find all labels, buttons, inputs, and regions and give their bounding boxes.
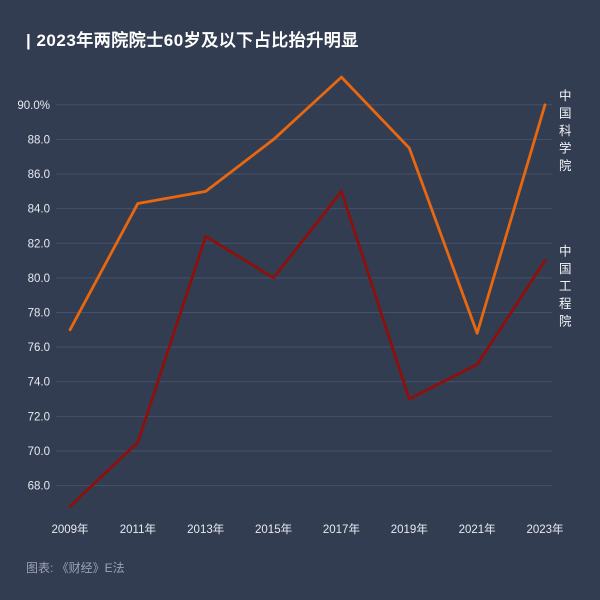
y-tick-label: 82.0 bbox=[28, 238, 50, 250]
series-line bbox=[68, 75, 547, 335]
chart-title: | 2023年两院院士60岁及以下占比抬升明显 bbox=[26, 31, 359, 50]
series-line bbox=[68, 189, 547, 508]
y-tick-label: 86.0 bbox=[28, 169, 50, 181]
y-tick-label: 76.0 bbox=[28, 342, 50, 354]
x-tick-label: 2023年 bbox=[526, 522, 563, 536]
series-label: 中国科学院 bbox=[559, 88, 572, 173]
x-tick-label: 2011年 bbox=[120, 522, 156, 536]
x-tick-label: 2009年 bbox=[51, 522, 88, 536]
y-tick-label: 80.0 bbox=[28, 273, 50, 285]
x-tick-label: 2019年 bbox=[391, 522, 428, 536]
y-tick-label: 68.0 bbox=[28, 481, 50, 493]
y-tick-label: 90.0% bbox=[17, 100, 50, 112]
y-tick-label: 72.0 bbox=[28, 411, 50, 423]
x-tick-label: 2013年 bbox=[187, 522, 224, 536]
series-label: 中国工程院 bbox=[559, 244, 572, 329]
y-tick-label: 78.0 bbox=[28, 308, 50, 320]
chart-source: 图表: 《财经》E法 bbox=[26, 561, 125, 575]
x-tick-label: 2015年 bbox=[255, 522, 292, 536]
y-tick-label: 70.0 bbox=[28, 446, 50, 458]
y-tick-label: 74.0 bbox=[28, 377, 50, 389]
x-tick-label: 2017年 bbox=[323, 522, 360, 536]
y-tick-label: 88.0 bbox=[28, 134, 50, 146]
y-tick-label: 84.0 bbox=[28, 204, 50, 216]
x-tick-label: 2021年 bbox=[459, 522, 496, 536]
